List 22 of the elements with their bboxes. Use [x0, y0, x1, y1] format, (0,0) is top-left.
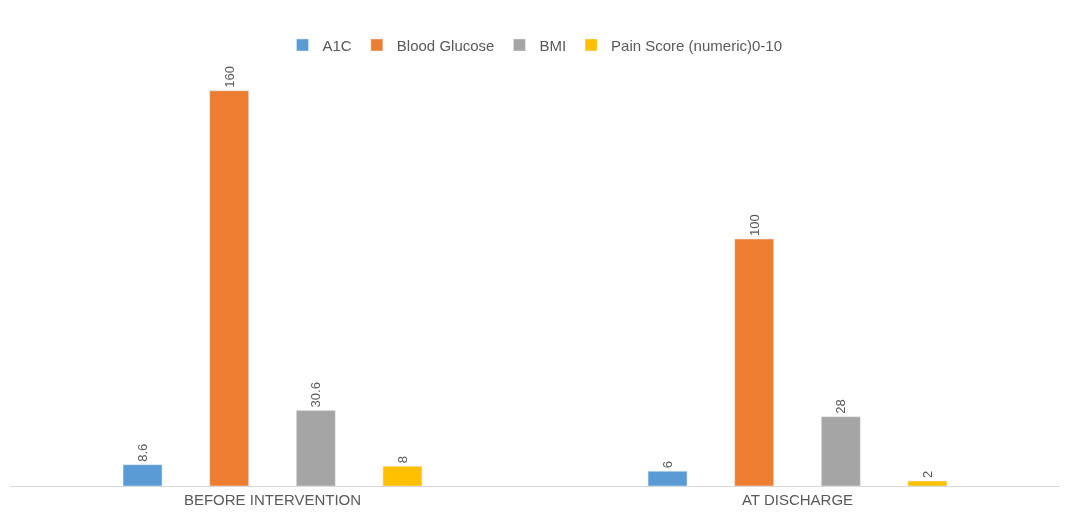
data-label: 6 — [660, 460, 676, 469]
data-label: 28 — [833, 399, 849, 414]
legend-label: Blood Glucose — [396, 36, 495, 54]
bar — [647, 470, 688, 486]
bar — [382, 465, 423, 486]
legend-label: BMI — [539, 36, 567, 54]
x-tick-label: BEFORE INTERVENTION — [183, 491, 362, 508]
legend-label: Pain Score (numeric)0-10 — [611, 36, 782, 54]
legend-label: A1C — [322, 36, 352, 54]
data-label: 30.6 — [308, 382, 324, 408]
bar — [821, 416, 861, 486]
bar — [907, 480, 948, 486]
data-label: 100 — [746, 214, 762, 236]
data-label: 2 — [919, 470, 935, 479]
bar — [734, 238, 774, 486]
bar — [122, 464, 163, 486]
x-tick-label: AT DISCHARGE — [741, 491, 854, 508]
data-label: 160 — [221, 66, 237, 88]
bar — [296, 410, 336, 486]
data-label: 8 — [394, 456, 410, 464]
bar — [209, 90, 249, 486]
data-label: 8.6 — [135, 443, 151, 462]
